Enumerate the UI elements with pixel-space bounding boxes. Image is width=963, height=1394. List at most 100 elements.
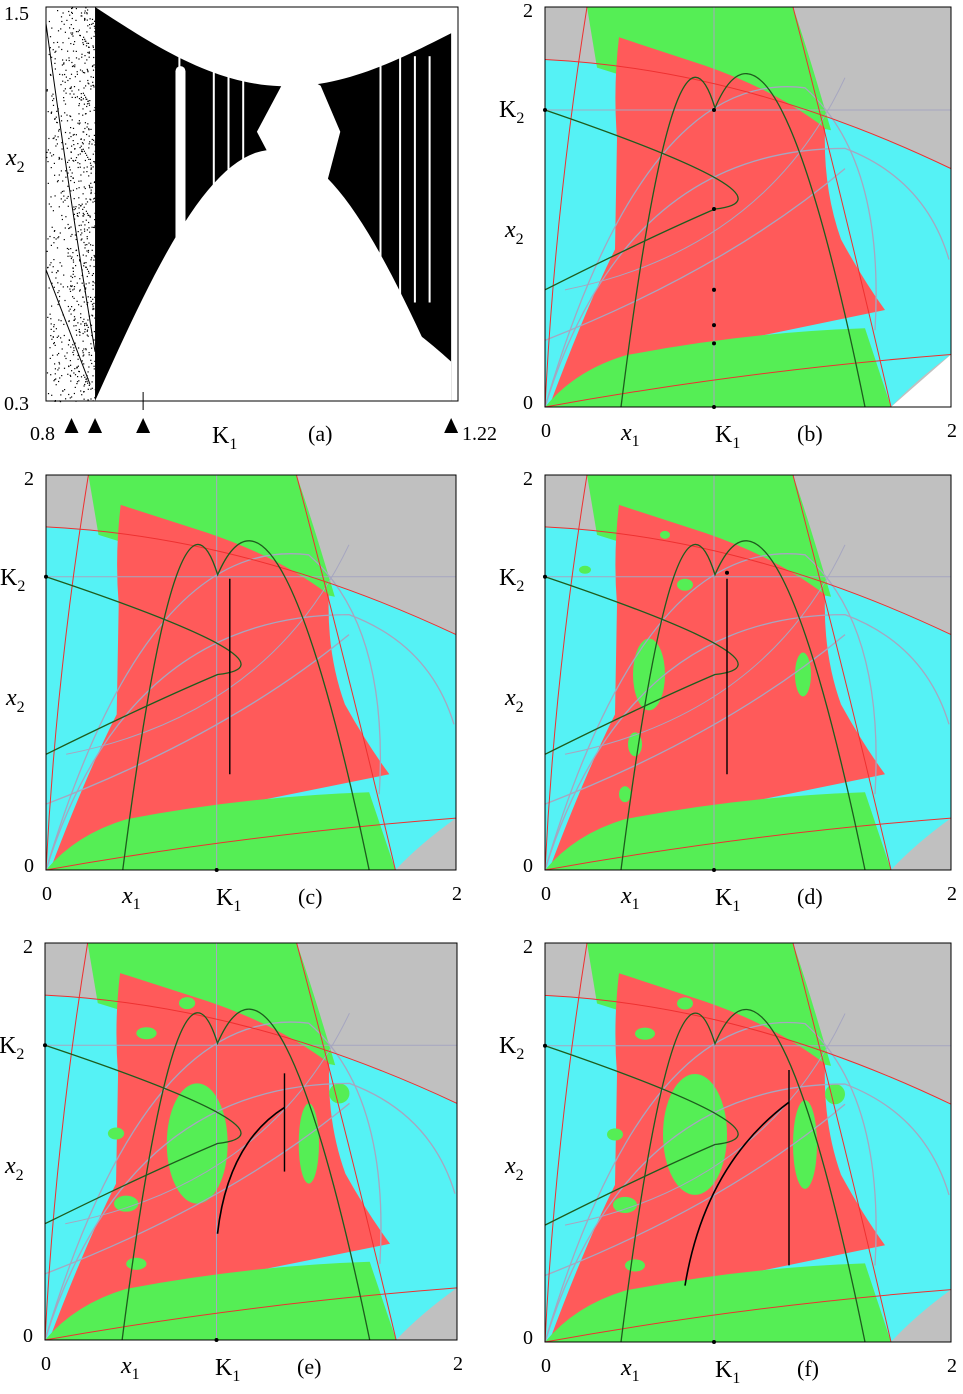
- map-curve-parabola: [122, 540, 370, 871]
- orbit-point: [67, 161, 69, 163]
- bifurcation-marker-2: [88, 418, 103, 433]
- orbit-point: [77, 154, 79, 156]
- orbit-point: [94, 141, 96, 143]
- basin-island: [607, 1128, 623, 1141]
- orbit-point: [90, 359, 92, 361]
- orbit-point: [65, 216, 67, 218]
- orbit-point: [93, 226, 95, 229]
- orbit-point: [61, 190, 63, 193]
- orbit-point: [70, 24, 72, 26]
- orbit-point: [69, 14, 71, 16]
- orbit-point: [47, 238, 49, 240]
- orbit-point: [80, 93, 82, 95]
- periodic-stripe: [212, 56, 215, 303]
- orbit-point: [69, 93, 71, 95]
- boundary-curve-red: [544, 474, 588, 871]
- orbit-point: [68, 227, 70, 230]
- orbit-point: [67, 255, 69, 257]
- orbit-point: [54, 363, 56, 365]
- orbit-point: [85, 210, 87, 212]
- orbit-point: [68, 59, 70, 62]
- orbit-point: [71, 256, 73, 258]
- orbit-point: [72, 127, 75, 129]
- orbit-point: [92, 153, 94, 155]
- orbit-point: [48, 203, 50, 205]
- orbit-point: [53, 324, 55, 326]
- orbit-point: [65, 76, 67, 78]
- orbit-point: [86, 171, 88, 173]
- critical-curve: [544, 1083, 950, 1343]
- orbit-point: [88, 52, 90, 54]
- orbit-point: [70, 285, 72, 288]
- orbit-point: [50, 323, 52, 325]
- orbit-point: [79, 289, 81, 291]
- panel-f-x-tick-right: 2: [947, 1355, 957, 1377]
- orbit-point: [69, 115, 71, 117]
- orbit-point: [91, 18, 94, 20]
- orbit-point: [63, 100, 65, 102]
- orbit-point: [87, 70, 89, 72]
- orbit-point: [51, 305, 53, 307]
- orbit-point: [78, 347, 80, 349]
- orbit-point: [77, 31, 79, 33]
- orbit-point: [67, 205, 69, 207]
- orbit-point: [54, 51, 56, 53]
- orbit-point: [49, 47, 51, 49]
- orbit-point: [91, 23, 93, 25]
- orbit-point: [56, 121, 58, 123]
- orbit-point: [83, 36, 85, 38]
- orbit-point: [84, 247, 86, 249]
- orbit-point: [61, 375, 63, 377]
- orbit-point: [79, 259, 81, 261]
- orbit-point: [82, 208, 84, 210]
- orbit-point: [77, 354, 79, 357]
- orbit-point: [54, 379, 56, 381]
- orbit-point: [91, 274, 93, 276]
- panel-c-x-tick-left: 0: [42, 883, 52, 905]
- panel-a-markers: [64, 392, 459, 433]
- orbit-point: [94, 27, 96, 29]
- orbit-point: [65, 398, 67, 400]
- orbit-point: [84, 159, 86, 162]
- orbit-point: [72, 344, 74, 346]
- orbit-point: [71, 172, 73, 174]
- orbit-point: [58, 352, 60, 355]
- orbit-point: [73, 133, 75, 136]
- orbit-point: [52, 93, 54, 95]
- orbit-point: [71, 33, 73, 36]
- panel-b-plot-area: [544, 6, 952, 408]
- basin-island: [619, 786, 631, 803]
- orbit-point: [56, 247, 59, 249]
- orbit-point: [86, 59, 88, 61]
- orbit-point: [71, 90, 73, 92]
- orbit-point: [70, 380, 72, 382]
- orbit-point: [84, 230, 86, 232]
- panel-f: 2 00 2 x1 K1 (f) x2 K2: [499, 936, 957, 1387]
- orbit-point: [86, 244, 88, 246]
- orbit-point: [53, 237, 55, 239]
- orbit-point: [51, 271, 53, 273]
- orbit-point: [90, 354, 93, 356]
- orbit-point: [92, 166, 94, 168]
- orbit-point: [73, 93, 75, 95]
- orbit-point: [74, 66, 76, 68]
- orbit-point: [87, 251, 89, 253]
- orbit-point: [90, 182, 92, 184]
- bifurcation-marker-4: [444, 418, 459, 433]
- orbit-point: [55, 50, 57, 52]
- orbit-point: [82, 340, 84, 342]
- orbit-point: [74, 96, 76, 99]
- orbit-point: [82, 92, 84, 94]
- orbit-point: [53, 259, 55, 261]
- orbit-point: [61, 74, 64, 76]
- orbit-point: [78, 123, 80, 125]
- region-green-bottom: [45, 1261, 397, 1340]
- orbit-point: [46, 89, 48, 91]
- orbit-point: [57, 180, 59, 182]
- orbit-point: [83, 171, 85, 173]
- orbit-point: [92, 244, 94, 246]
- orbit-point: [58, 46, 60, 48]
- orbit-point: [53, 342, 55, 344]
- orbit-point: [84, 323, 86, 325]
- orbit-point: [93, 134, 95, 136]
